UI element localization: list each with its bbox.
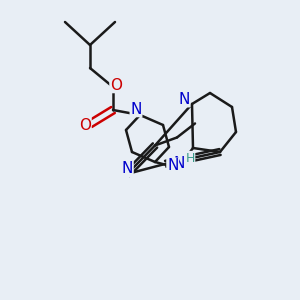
Text: N: N bbox=[167, 158, 178, 173]
Text: N: N bbox=[178, 92, 190, 106]
Text: N: N bbox=[173, 155, 185, 170]
Text: O: O bbox=[79, 118, 91, 133]
Text: N: N bbox=[178, 92, 190, 106]
Text: N: N bbox=[122, 161, 133, 176]
Text: O: O bbox=[110, 77, 122, 92]
Text: H: H bbox=[185, 152, 195, 164]
Text: N: N bbox=[130, 101, 142, 116]
